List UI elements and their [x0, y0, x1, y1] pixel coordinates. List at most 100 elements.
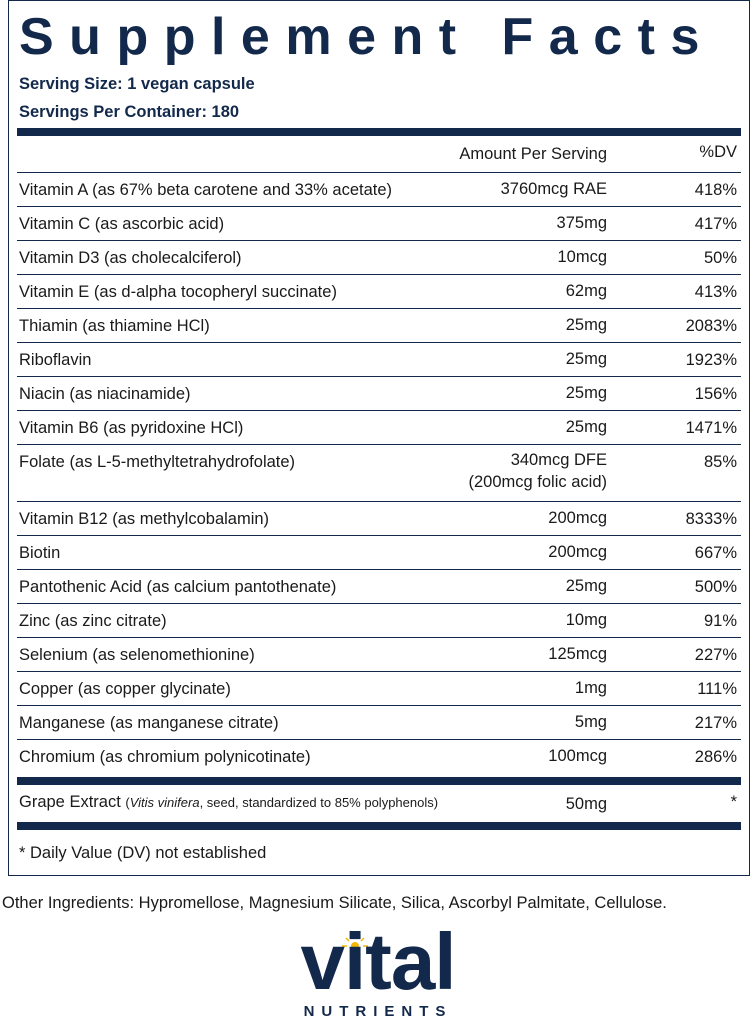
nutrient-name: Vitamin A (as 67% beta carotene and 33% …: [19, 181, 393, 199]
nutrient-amount: 200mcg: [548, 541, 607, 563]
nutrient-name: Biotin: [19, 544, 61, 562]
extra-detail: , seed, standardized to 85% polyphenols): [199, 795, 439, 810]
nutrient-row: Vitamin D3 (as cholecalciferol) 10mcg 50%: [17, 241, 741, 275]
amount-line: 375mg: [556, 214, 607, 232]
nutrient-row: Biotin 200mcg 667%: [17, 536, 741, 570]
nutrient-name: Riboflavin: [19, 351, 92, 369]
extra-dv: *: [730, 793, 737, 811]
amount-line: 3760mcg RAE: [500, 180, 607, 198]
nutrient-dv: 91%: [703, 612, 737, 630]
nutrient-name: Folate (as L-5-methyltetrahydrofolate): [19, 453, 296, 471]
nutrient-amount: 25mg: [566, 382, 607, 404]
amount-line: 100mcg: [548, 747, 607, 765]
nutrient-amount: 340mcg DFE (200mcg folic acid): [469, 449, 607, 493]
amount-line: 25mg: [565, 316, 607, 334]
facts-table: Amount Per Serving %DV Vitamin A (as 67% b…: [17, 135, 741, 830]
nutrient-row: Manganese (as manganese citrate) 5mg 217%: [17, 706, 741, 740]
amount-line: 10mcg: [557, 248, 607, 266]
extra-row: Grape Extract (Vitis vinifera, seed, sta…: [17, 785, 741, 822]
header-amount: Amount Per Serving: [459, 145, 607, 163]
nutrient-dv: 417%: [694, 215, 737, 233]
amount-line: 5mg: [574, 713, 607, 731]
nutrient-name: Vitamin E (as d-alpha tocopheryl succina…: [19, 283, 337, 301]
nutrient-dv: 286%: [694, 748, 737, 766]
logo-sun: [342, 934, 368, 950]
nutrient-amount: 125mcg: [548, 643, 607, 665]
extra-name: Grape Extract: [19, 793, 121, 811]
nutrient-name: Vitamin C (as ascorbic acid): [19, 215, 225, 233]
nutrient-amount: 10mcg: [557, 246, 607, 268]
extra-detail: Vitis vinifera: [129, 795, 200, 810]
nutrient-amount: 5mg: [575, 711, 607, 733]
nutrient-row: Chromium (as chromium polynicotinate) 100…: [17, 740, 741, 773]
nutrient-amount: 1mg: [575, 677, 607, 699]
nutrient-dv: 413%: [694, 283, 737, 301]
nutrient-dv: 217%: [694, 714, 737, 732]
amount-line: 25mg: [565, 577, 607, 595]
nutrient-name: Pantothenic Acid (as calcium pantothenat…: [19, 578, 337, 596]
header-row: Amount Per Serving %DV: [17, 135, 741, 173]
amount-line: (200mcg folic acid): [468, 473, 607, 491]
nutrient-dv: 156%: [694, 385, 737, 403]
nutrient-amount: 375mg: [557, 212, 607, 234]
nutrient-amount: 100mcg: [548, 745, 607, 767]
divider: [17, 128, 741, 136]
serving-size: Serving Size: 1 vegan capsule: [19, 75, 255, 93]
nutrient-name: Thiamin (as thiamine HCl): [19, 317, 210, 335]
amount-line: 10mg: [565, 611, 607, 629]
amount-line: 125mcg: [548, 645, 607, 663]
nutrient-dv: 2083%: [685, 317, 737, 335]
nutrient-name: Vitamin B6 (as pyridoxine HCl): [19, 419, 244, 437]
nutrient-name: Vitamin B12 (as methylcobalamin): [19, 510, 270, 528]
other-ingredients: Other Ingredients: Hypromellose, Magnesi…: [2, 894, 667, 912]
nutrient-row: Selenium (as selenomethionine) 125mcg 227%: [17, 638, 741, 672]
nutrient-row: Vitamin A (as 67% beta carotene and 33% …: [17, 173, 741, 207]
title: Supplement Facts: [19, 8, 715, 66]
nutrient-dv: 227%: [694, 646, 737, 664]
nutrient-row: Folate (as L-5-methyltetrahydrofolate) 34…: [17, 445, 741, 502]
nutrient-name: Selenium (as selenomethionine): [19, 646, 255, 664]
nutrient-row: Zinc (as zinc citrate) 10mg 91%: [17, 604, 741, 638]
nutrient-dv: 50%: [703, 249, 737, 267]
nutrient-name: Vitamin D3 (as cholecalciferol): [19, 249, 242, 267]
nutrient-row: Pantothenic Acid (as calcium pantothenat…: [17, 570, 741, 604]
nutrient-dv: 667%: [694, 544, 737, 562]
extra-name-line: Grape Extract (Vitis vinifera, seed, sta…: [19, 793, 438, 812]
nutrient-amount: 62mg: [566, 280, 607, 302]
nutrient-dv: 111%: [697, 680, 737, 698]
nutrient-amount: 25mg: [566, 348, 607, 370]
divider: [17, 777, 741, 785]
nutrient-amount: 3760mcg RAE: [501, 178, 607, 200]
nutrient-dv: 85%: [703, 453, 737, 471]
footnote: * Daily Value (DV) not established: [19, 844, 267, 862]
nutrient-name: Zinc (as zinc citrate): [19, 612, 167, 630]
extra-amount: 50mg: [565, 795, 607, 813]
nutrient-amount: 25mg: [566, 575, 607, 597]
nutrient-dv: 1471%: [685, 419, 737, 437]
amount-line: 62mg: [565, 282, 607, 300]
amount-line: 340mcg DFE: [510, 451, 607, 469]
nutrient-amount: 25mg: [566, 314, 607, 336]
amount-line: 1mg: [574, 679, 607, 697]
nutrient-row: Thiamin (as thiamine HCl) 25mg 2083%: [17, 309, 741, 343]
amount-line: 25mg: [565, 418, 607, 436]
nutrient-name: Manganese (as manganese citrate): [19, 714, 279, 732]
amount-line: 200mcg: [548, 543, 607, 561]
nutrient-dv: 500%: [694, 578, 737, 596]
amount-line: 200mcg: [548, 509, 607, 527]
nutrient-row: Vitamin B12 (as methylcobalamin) 200mcg 83…: [17, 502, 741, 536]
nutrient-amount: 10mg: [566, 609, 607, 631]
divider: [17, 822, 741, 830]
nutrient-dv: 418%: [694, 181, 737, 199]
logo-word: vital: [300, 917, 456, 1006]
nutrient-amount: 25mg: [566, 416, 607, 438]
nutrient-row: Riboflavin 25mg 1923%: [17, 343, 741, 377]
amount-line: 25mg: [565, 350, 607, 368]
nutrient-dv: 8333%: [685, 510, 737, 528]
facts-panel: Supplement Facts Serving Size: 1 vegan c…: [8, 0, 750, 876]
nutrient-row: Niacin (as niacinamide) 25mg 156%: [17, 377, 741, 411]
logo-tagline: NUTRIENTS: [303, 1003, 453, 1020]
nutrient-name: Copper (as copper glycinate): [19, 680, 231, 698]
nutrient-name: Chromium (as chromium polynicotinate): [19, 748, 311, 766]
